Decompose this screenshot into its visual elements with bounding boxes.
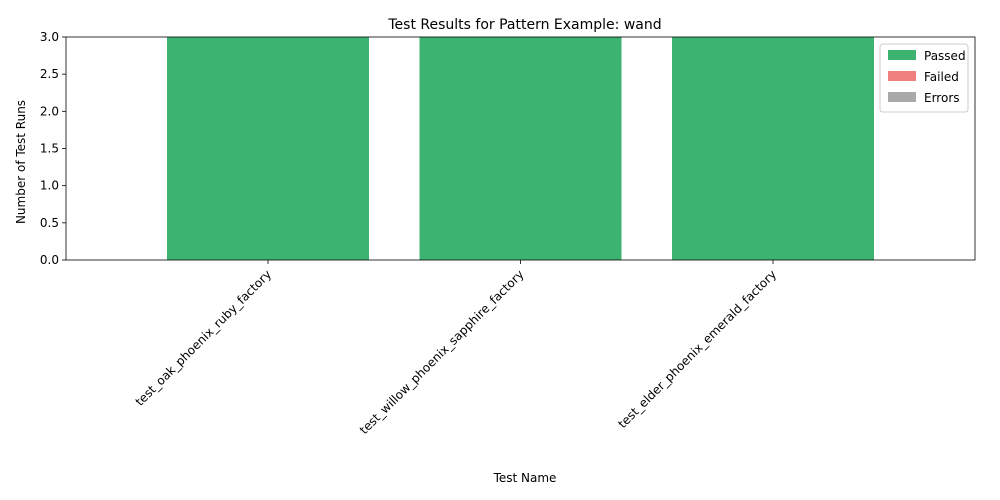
legend: Passed Failed Errors [879, 43, 969, 113]
chart-title: Test Results for Pattern Example: wand [387, 17, 661, 33]
y-tick-label: 2.0 [40, 104, 59, 118]
x-tick-label: test_willow_phoenix_sapphire_factory [357, 267, 527, 437]
legend-swatch-failed [888, 71, 916, 81]
plot-area: test_oak_phoenix_ruby_factory test_willow… [40, 30, 976, 437]
y-tick-label: 0.0 [40, 253, 59, 267]
bar-passed-1 [167, 37, 369, 260]
legend-label-passed: Passed [924, 49, 966, 63]
axes-frame [65, 36, 976, 261]
y-tick-label: 2.5 [40, 67, 59, 81]
legend-swatch-passed [888, 50, 916, 60]
y-axis-label: Number of Test Runs [14, 100, 28, 224]
x-tick-label: test_elder_phoenix_emerald_factory [615, 267, 779, 431]
legend-label-failed: Failed [924, 70, 959, 84]
y-tick-label: 1.0 [40, 179, 59, 193]
bar-passed-2 [419, 37, 622, 260]
bar-passed-3 [672, 37, 874, 260]
y-tick-label: 1.5 [40, 142, 59, 156]
x-tick-label: test_oak_phoenix_ruby_factory [133, 267, 275, 409]
y-tick-label: 0.5 [40, 216, 59, 230]
y-tick-label: 3.0 [40, 30, 59, 44]
x-axis-label: Test Name [493, 471, 557, 485]
legend-label-errors: Errors [924, 91, 960, 105]
legend-swatch-errors [888, 92, 916, 102]
